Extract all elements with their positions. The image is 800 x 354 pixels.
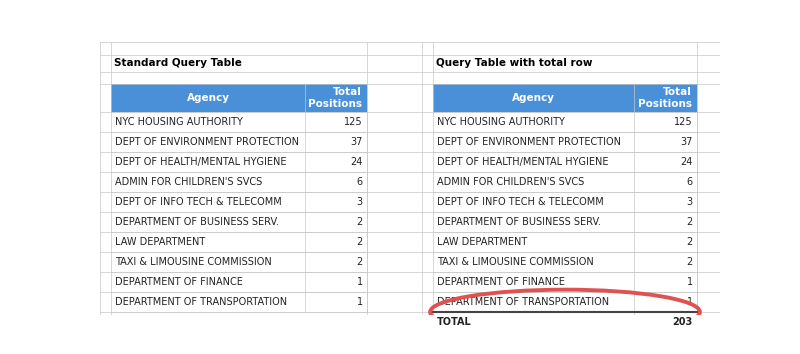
Text: DEPARTMENT OF BUSINESS SERV.: DEPARTMENT OF BUSINESS SERV. bbox=[114, 217, 278, 227]
Bar bbox=[111, 132, 366, 152]
Text: DEPARTMENT OF TRANSPORTATION: DEPARTMENT OF TRANSPORTATION bbox=[114, 297, 287, 307]
Bar bbox=[434, 152, 697, 172]
Text: Total
Positions: Total Positions bbox=[308, 87, 362, 109]
Bar bbox=[111, 212, 366, 232]
Bar bbox=[111, 172, 366, 192]
Text: 203: 203 bbox=[673, 317, 693, 327]
Bar bbox=[434, 232, 697, 252]
Text: 1: 1 bbox=[686, 277, 693, 287]
Text: TAXI & LIMOUSINE COMMISSION: TAXI & LIMOUSINE COMMISSION bbox=[437, 257, 594, 267]
Text: 2: 2 bbox=[686, 217, 693, 227]
Text: DEPT OF HEALTH/MENTAL HYGIENE: DEPT OF HEALTH/MENTAL HYGIENE bbox=[114, 157, 286, 167]
Bar bbox=[111, 112, 366, 132]
Text: 6: 6 bbox=[686, 177, 693, 187]
Text: DEPARTMENT OF BUSINESS SERV.: DEPARTMENT OF BUSINESS SERV. bbox=[437, 217, 601, 227]
Text: Standard Query Table: Standard Query Table bbox=[114, 58, 242, 68]
Text: 2: 2 bbox=[357, 257, 362, 267]
Text: DEPT OF INFO TECH & TELECOMM: DEPT OF INFO TECH & TELECOMM bbox=[114, 197, 282, 207]
Bar bbox=[434, 172, 697, 192]
Text: 1: 1 bbox=[357, 277, 362, 287]
Bar bbox=[434, 84, 697, 112]
Text: 125: 125 bbox=[344, 117, 362, 127]
Text: DEPARTMENT OF TRANSPORTATION: DEPARTMENT OF TRANSPORTATION bbox=[437, 297, 610, 307]
Bar bbox=[111, 152, 366, 172]
Text: 3: 3 bbox=[357, 197, 362, 207]
Text: DEPARTMENT OF FINANCE: DEPARTMENT OF FINANCE bbox=[437, 277, 565, 287]
Text: DEPT OF INFO TECH & TELECOMM: DEPT OF INFO TECH & TELECOMM bbox=[437, 197, 604, 207]
Text: NYC HOUSING AUTHORITY: NYC HOUSING AUTHORITY bbox=[437, 117, 565, 127]
Text: 2: 2 bbox=[357, 217, 362, 227]
Text: ADMIN FOR CHILDREN'S SVCS: ADMIN FOR CHILDREN'S SVCS bbox=[114, 177, 262, 187]
Text: 6: 6 bbox=[357, 177, 362, 187]
Bar bbox=[434, 192, 697, 212]
Text: DEPT OF HEALTH/MENTAL HYGIENE: DEPT OF HEALTH/MENTAL HYGIENE bbox=[437, 157, 609, 167]
Text: DEPT OF ENVIRONMENT PROTECTION: DEPT OF ENVIRONMENT PROTECTION bbox=[437, 137, 621, 147]
Text: LAW DEPARTMENT: LAW DEPARTMENT bbox=[437, 237, 527, 247]
Bar bbox=[434, 312, 697, 332]
Text: 2: 2 bbox=[686, 257, 693, 267]
Text: 2: 2 bbox=[357, 237, 362, 247]
Bar bbox=[434, 212, 697, 232]
Text: 1: 1 bbox=[686, 297, 693, 307]
Bar bbox=[434, 132, 697, 152]
Text: Agency: Agency bbox=[512, 93, 555, 103]
Text: Query Table with total row: Query Table with total row bbox=[436, 58, 593, 68]
Bar bbox=[111, 84, 366, 112]
Text: 2: 2 bbox=[686, 237, 693, 247]
Text: TAXI & LIMOUSINE COMMISSION: TAXI & LIMOUSINE COMMISSION bbox=[114, 257, 271, 267]
Text: TOTAL: TOTAL bbox=[437, 317, 472, 327]
Text: Agency: Agency bbox=[186, 93, 230, 103]
Text: Total
Positions: Total Positions bbox=[638, 87, 692, 109]
Bar bbox=[111, 192, 366, 212]
Text: LAW DEPARTMENT: LAW DEPARTMENT bbox=[114, 237, 205, 247]
Text: 24: 24 bbox=[681, 157, 693, 167]
Bar bbox=[434, 272, 697, 292]
Bar bbox=[111, 292, 366, 312]
Text: ADMIN FOR CHILDREN'S SVCS: ADMIN FOR CHILDREN'S SVCS bbox=[437, 177, 584, 187]
Bar bbox=[111, 272, 366, 292]
Bar bbox=[434, 292, 697, 312]
Text: NYC HOUSING AUTHORITY: NYC HOUSING AUTHORITY bbox=[114, 117, 242, 127]
Text: DEPARTMENT OF FINANCE: DEPARTMENT OF FINANCE bbox=[114, 277, 242, 287]
Text: 24: 24 bbox=[350, 157, 362, 167]
Text: 125: 125 bbox=[674, 117, 693, 127]
Text: 37: 37 bbox=[350, 137, 362, 147]
Text: DEPT OF ENVIRONMENT PROTECTION: DEPT OF ENVIRONMENT PROTECTION bbox=[114, 137, 298, 147]
Bar bbox=[111, 232, 366, 252]
Bar bbox=[434, 252, 697, 272]
Bar bbox=[434, 112, 697, 132]
Text: 1: 1 bbox=[357, 297, 362, 307]
Bar bbox=[111, 252, 366, 272]
Text: 3: 3 bbox=[686, 197, 693, 207]
Text: 37: 37 bbox=[681, 137, 693, 147]
